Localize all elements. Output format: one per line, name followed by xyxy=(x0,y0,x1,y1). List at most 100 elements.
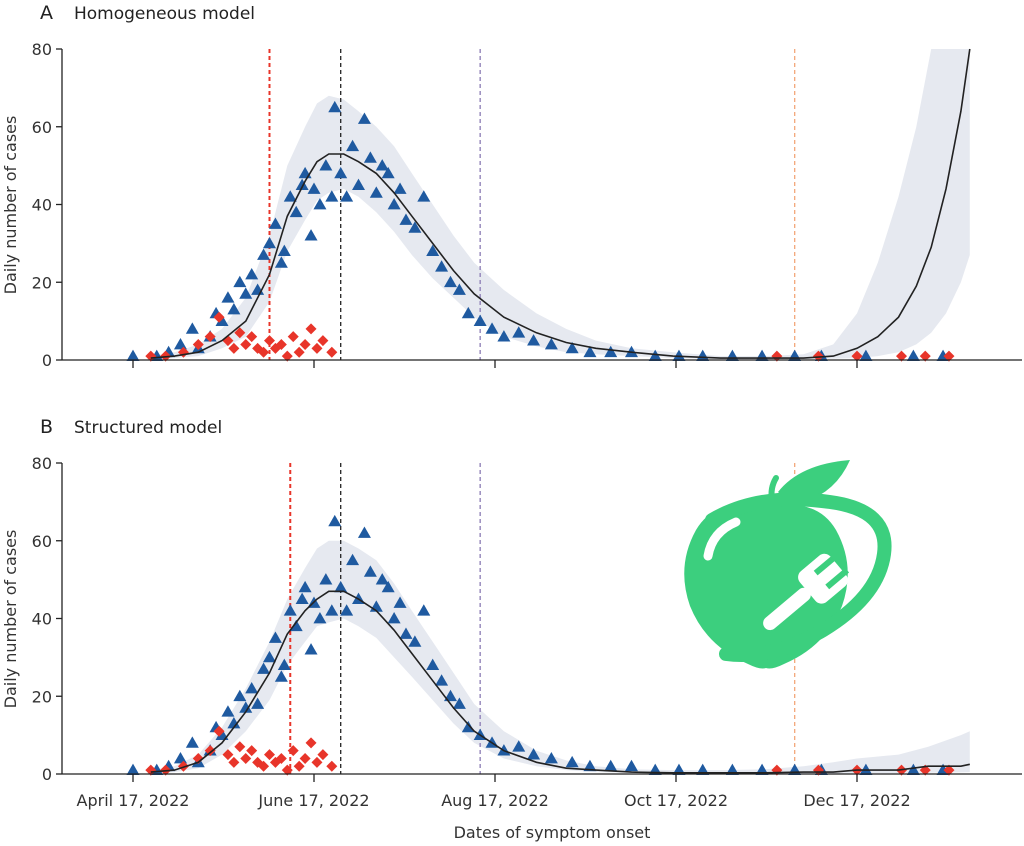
observed-case-point xyxy=(262,236,276,249)
observed-case-point xyxy=(340,190,354,202)
observed-case-point xyxy=(357,526,371,538)
observed-case-point xyxy=(417,190,431,202)
observed-case-point xyxy=(393,596,407,608)
y-tick-label: 0 xyxy=(42,765,52,784)
x-tick-label: Dec 17, 2022 xyxy=(803,791,910,810)
imported-case-point xyxy=(311,342,323,354)
observed-case-point xyxy=(268,631,282,643)
imported-case-point xyxy=(919,350,931,362)
observed-case-point xyxy=(319,573,333,585)
observed-case-point xyxy=(185,322,199,334)
observed-case-point xyxy=(313,612,327,624)
observed-case-point xyxy=(435,674,449,686)
y-tick-label: 60 xyxy=(32,118,52,137)
x-tick-label: Oct 17, 2022 xyxy=(624,791,728,810)
imported-case-point xyxy=(234,741,246,753)
observed-case-point xyxy=(461,306,475,319)
observed-case-point xyxy=(485,322,499,334)
imported-case-point xyxy=(311,756,323,768)
observed-case-point xyxy=(233,689,247,702)
observed-case-point xyxy=(227,716,241,729)
observed-case-point xyxy=(233,275,247,288)
imported-case-point xyxy=(263,749,275,761)
imported-case-point xyxy=(204,745,216,757)
x-tick-label: April 17, 2022 xyxy=(77,791,190,810)
observed-case-point xyxy=(452,697,466,709)
imported-case-point xyxy=(263,335,275,347)
y-tick-label: 20 xyxy=(32,687,52,706)
imported-case-point xyxy=(317,335,329,347)
imported-case-point xyxy=(293,346,305,358)
imported-case-point xyxy=(222,749,234,761)
imported-case-point xyxy=(326,346,338,358)
imported-case-point xyxy=(275,338,287,350)
observed-case-point xyxy=(277,658,291,671)
x-tick-label: Aug 17, 2022 xyxy=(441,791,549,810)
panel-a-letter: A xyxy=(40,2,53,24)
observed-case-point xyxy=(283,190,297,202)
y-tick-label: 60 xyxy=(32,532,52,551)
observed-case-point xyxy=(221,705,235,717)
imported-case-point xyxy=(943,350,955,362)
observed-case-point xyxy=(126,349,140,361)
observed-case-point xyxy=(527,334,541,346)
panel-b-title: Structured model xyxy=(74,418,222,438)
observed-case-point xyxy=(298,580,312,593)
imported-case-point xyxy=(213,725,225,737)
x-tick-label: June 17, 2022 xyxy=(257,791,369,810)
panel-a-title: Homogeneous model xyxy=(74,4,255,24)
imported-case-point xyxy=(145,764,157,776)
imported-case-point xyxy=(192,752,204,764)
observed-case-point xyxy=(583,345,597,358)
observed-case-point xyxy=(295,592,309,604)
imported-case-point xyxy=(299,338,311,350)
y-tick-label: 40 xyxy=(32,610,52,629)
observed-case-point xyxy=(408,221,422,233)
panel-a-ylabel: Daily number of cases xyxy=(1,116,20,295)
imported-case-point xyxy=(812,350,824,362)
x-axis-label: Dates of symptom onset xyxy=(454,823,651,842)
y-tick-label: 80 xyxy=(32,40,52,59)
imported-case-point xyxy=(192,338,204,350)
observed-case-point xyxy=(565,755,579,768)
imported-case-point xyxy=(281,764,293,776)
observed-case-point xyxy=(185,736,199,748)
imported-case-point xyxy=(305,323,317,335)
observed-case-point xyxy=(906,763,920,775)
observed-case-point xyxy=(289,619,303,632)
imported-case-point xyxy=(258,346,270,358)
observed-case-point xyxy=(435,260,449,272)
observed-case-point xyxy=(334,580,348,593)
imported-case-point xyxy=(228,756,240,768)
observed-case-point xyxy=(399,627,413,639)
imported-case-point xyxy=(293,760,305,772)
y-tick-label: 20 xyxy=(32,273,52,292)
observed-case-point xyxy=(313,198,327,210)
observed-case-point xyxy=(289,205,303,218)
observed-case-point xyxy=(173,337,187,350)
imported-case-point xyxy=(275,752,287,764)
observed-case-point xyxy=(604,759,618,772)
observed-case-point xyxy=(352,178,366,190)
imported-case-point xyxy=(317,749,329,761)
observed-case-point xyxy=(319,159,333,171)
model-fit-line xyxy=(150,48,971,359)
observed-case-point xyxy=(408,635,422,647)
imported-case-point xyxy=(851,350,863,362)
imported-case-point xyxy=(177,760,189,772)
imported-case-point xyxy=(326,760,338,772)
imported-case-point xyxy=(213,311,225,323)
observed-case-point xyxy=(304,229,318,241)
observed-case-point xyxy=(387,198,401,210)
observed-case-point xyxy=(304,643,318,655)
observed-case-point xyxy=(274,670,288,682)
observed-case-point xyxy=(443,689,457,702)
imported-case-point xyxy=(240,752,252,764)
observed-case-point xyxy=(363,151,377,163)
observed-case-point xyxy=(357,112,371,124)
observed-case-point xyxy=(251,697,265,709)
observed-case-point xyxy=(369,186,383,198)
imported-case-point xyxy=(943,764,955,776)
observed-case-point xyxy=(497,330,511,342)
